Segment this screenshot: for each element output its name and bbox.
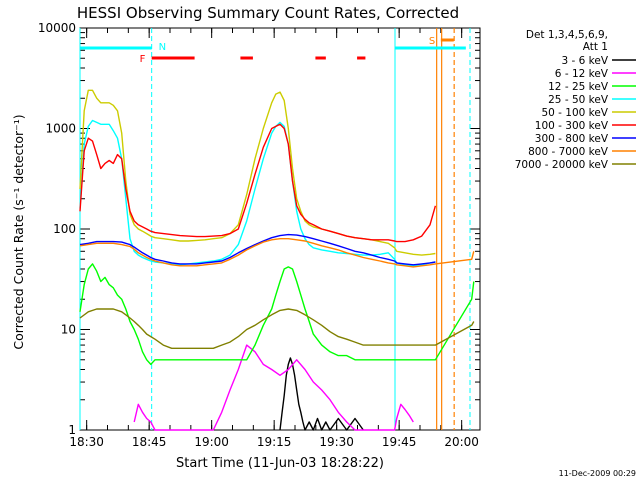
x-tick-label: 19:15 bbox=[257, 435, 292, 449]
saa-flag-label: S bbox=[429, 36, 435, 47]
legend-header: Att 1 bbox=[583, 41, 608, 53]
series-line-7000-20000-kev bbox=[79, 308, 475, 349]
legend-entry: 300 - 800 keV bbox=[535, 133, 609, 145]
y-tick-label: 10000 bbox=[38, 21, 76, 35]
series-line-800-7000-kev bbox=[79, 237, 475, 268]
legend-entry: 25 - 50 keV bbox=[548, 94, 609, 106]
x-tick-label: 18:45 bbox=[132, 435, 167, 449]
legend-entry: 7000 - 20000 keV bbox=[515, 159, 609, 171]
series-line-6-12-kev bbox=[133, 344, 414, 431]
series-line-50-100-kev bbox=[79, 89, 436, 256]
legend-entry: 50 - 100 keV bbox=[541, 107, 608, 119]
series-line-300-800-kev bbox=[79, 233, 436, 266]
flare-flag-label: F bbox=[140, 54, 146, 65]
y-axis-label: Corrected Count Rate (s⁻¹ detector⁻¹) bbox=[11, 114, 26, 349]
x-tick-label: 19:00 bbox=[194, 435, 229, 449]
legend-header: Det 1,3,4,5,6,9, bbox=[526, 29, 608, 41]
legend-entry: 12 - 25 keV bbox=[548, 81, 609, 93]
footer-timestamp: 11-Dec-2009 00:29 bbox=[559, 469, 636, 478]
night-flag-label: N bbox=[159, 42, 166, 53]
x-tick-label: 18:30 bbox=[69, 435, 104, 449]
series-line-12-25-kev bbox=[79, 263, 475, 366]
legend-entry: 3 - 6 keV bbox=[561, 55, 608, 67]
y-tick-label: 10 bbox=[61, 323, 76, 337]
x-tick-label: 19:45 bbox=[382, 435, 417, 449]
series-line-3-6-kev bbox=[279, 357, 364, 431]
legend-entry: 100 - 300 keV bbox=[535, 120, 609, 132]
x-tick-label: 19:30 bbox=[319, 435, 354, 449]
series-line-100-300-kev bbox=[79, 123, 437, 243]
legend-entry: 6 - 12 keV bbox=[555, 68, 609, 80]
y-tick-label: 100 bbox=[53, 222, 76, 236]
plot-frame bbox=[79, 27, 481, 431]
chart-title: HESSI Observing Summary Count Rates, Cor… bbox=[77, 4, 459, 22]
series-line-25-50-kev bbox=[79, 119, 436, 267]
plot-area: 1 10 100 1000 10000 18:30 18:45 19:00 19:15 19:30… bbox=[38, 21, 481, 449]
x-tick-label: 20:00 bbox=[444, 435, 479, 449]
x-axis-label: Start Time (11-Jun-03 18:28:22) bbox=[176, 456, 384, 471]
y-tick-label: 1000 bbox=[45, 122, 76, 136]
y-tick-label: 1 bbox=[68, 423, 76, 437]
legend-entry: 800 - 7000 keV bbox=[528, 146, 609, 158]
